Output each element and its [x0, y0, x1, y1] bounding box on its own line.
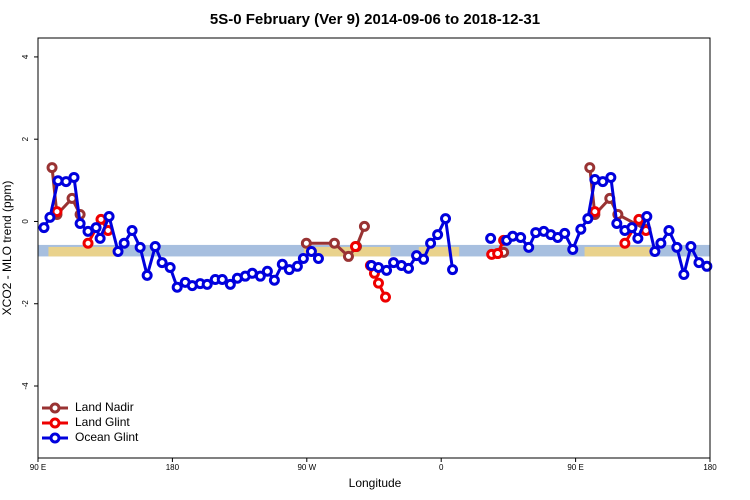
data-point	[90, 222, 102, 234]
data-point	[300, 237, 312, 249]
data-point	[328, 237, 340, 249]
data-point	[372, 277, 384, 289]
data-point	[418, 253, 430, 265]
x-tick-label: 180	[703, 463, 717, 472]
y-tick-label: 4	[21, 54, 30, 59]
data-point	[379, 291, 391, 303]
data-point	[164, 262, 176, 274]
data-point	[678, 269, 690, 281]
data-point	[701, 260, 713, 272]
data-point	[358, 220, 370, 232]
data-point	[38, 222, 50, 234]
legend-label: Land Glint	[75, 415, 130, 429]
data-point	[312, 252, 324, 264]
plot-layer	[38, 162, 713, 303]
data-point	[559, 227, 571, 239]
data-point	[268, 274, 280, 286]
legend-label: Land Nadir	[75, 400, 134, 414]
data-point	[103, 211, 115, 223]
data-point	[575, 223, 587, 235]
data-point	[381, 264, 393, 276]
data-point	[589, 206, 601, 218]
data-point	[425, 237, 437, 249]
data-point	[605, 171, 617, 183]
y-tick-label: -4	[21, 382, 30, 390]
data-point	[641, 211, 653, 223]
data-point	[432, 229, 444, 241]
y-tick-label: -2	[21, 300, 30, 308]
data-point	[156, 257, 168, 269]
y-tick-label: 2	[21, 136, 30, 141]
data-point	[149, 241, 161, 253]
data-point	[663, 225, 675, 237]
data-point	[584, 162, 596, 174]
data-point	[112, 245, 124, 257]
data-point	[305, 245, 317, 257]
data-point	[567, 243, 579, 255]
data-point	[118, 237, 130, 249]
data-point	[515, 232, 527, 244]
data-point	[134, 241, 146, 253]
data-point	[440, 213, 452, 225]
data-point	[523, 241, 535, 253]
data-point	[171, 281, 183, 293]
data-point	[94, 232, 106, 244]
data-point	[141, 269, 153, 281]
x-tick-label: 0	[439, 463, 444, 472]
data-point	[349, 241, 361, 253]
data-point	[82, 237, 94, 249]
data-point	[261, 265, 273, 277]
legend-marker	[49, 402, 61, 414]
y-axis-label: XCO2 - MLO trend (ppm)	[0, 181, 14, 316]
x-tick-label: 90 E	[30, 463, 46, 472]
data-point	[297, 252, 309, 264]
data-point	[649, 245, 661, 257]
data-point	[51, 206, 63, 218]
data-point	[597, 176, 609, 188]
data-point	[447, 264, 459, 276]
data-point	[126, 225, 138, 237]
data-point	[74, 218, 86, 230]
x-tick-label: 90 W	[297, 463, 316, 472]
land-region	[418, 246, 460, 257]
chart-title: 5S-0 February (Ver 9) 2014-09-06 to 2018…	[210, 11, 540, 28]
data-point	[254, 270, 266, 282]
x-tick-label: 90 E	[567, 463, 583, 472]
data-point	[342, 250, 354, 262]
data-point	[60, 176, 72, 188]
data-point	[68, 171, 80, 183]
land-region	[584, 246, 651, 257]
plot-frame	[37, 37, 711, 459]
data-point	[276, 258, 288, 270]
x-axis-label: Longitude	[349, 476, 402, 490]
data-point	[485, 232, 497, 244]
data-point	[201, 278, 213, 290]
data-point	[626, 222, 638, 234]
data-point	[582, 213, 594, 225]
data-point	[291, 260, 303, 272]
data-point	[66, 192, 78, 204]
data-point	[44, 211, 56, 223]
legend-marker	[49, 432, 61, 444]
data-point	[402, 262, 414, 274]
data-point	[611, 218, 623, 230]
data-point	[224, 278, 236, 290]
legend-marker	[49, 417, 61, 429]
data-point	[619, 237, 631, 249]
x-tick-label: 180	[166, 463, 180, 472]
data-point	[685, 241, 697, 253]
data-point	[671, 241, 683, 253]
data-point	[46, 162, 58, 174]
land-region	[48, 246, 121, 257]
data-point	[216, 273, 228, 285]
y-tick-label: 0	[21, 219, 30, 224]
legend-label: Ocean Glint	[75, 430, 139, 444]
data-point	[632, 232, 644, 244]
data-point	[492, 248, 504, 260]
data-point	[655, 237, 667, 249]
